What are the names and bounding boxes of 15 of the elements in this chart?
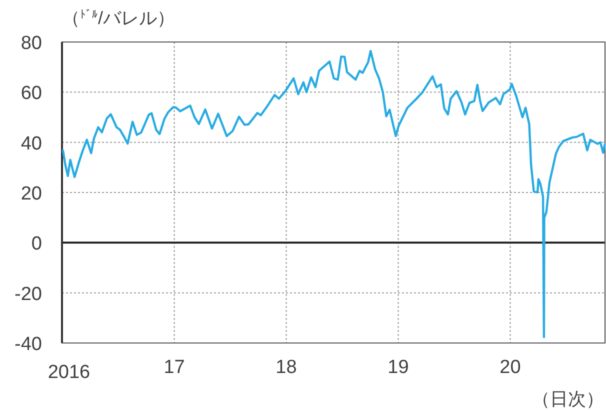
y-tick-label: 0 xyxy=(31,234,42,255)
x-tick-label: 18 xyxy=(276,357,297,378)
y-tick-label: 40 xyxy=(20,133,42,154)
x-axis-title: （日次） xyxy=(532,389,604,409)
x-tick-label: 17 xyxy=(164,357,185,378)
y-tick-label: 60 xyxy=(20,83,42,104)
y-tick-label: -40 xyxy=(14,334,42,355)
y-tick-label: 80 xyxy=(20,33,42,54)
x-tick-label: 20 xyxy=(500,357,521,378)
y-tick-label: -20 xyxy=(14,284,42,305)
x-tick-label: 2016 xyxy=(48,362,90,383)
y-axis-title: （$^{ﾄﾞﾙ}$/バレル） xyxy=(62,8,176,28)
x-tick-label: 19 xyxy=(388,357,409,378)
line-series xyxy=(62,50,606,338)
y-tick-label: 20 xyxy=(20,184,42,204)
